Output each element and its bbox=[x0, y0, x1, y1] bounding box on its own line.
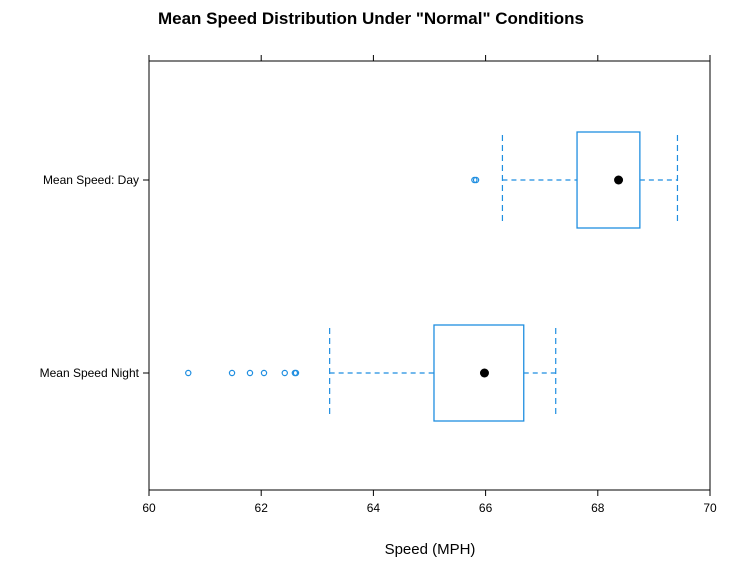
iqr-box bbox=[433, 324, 525, 422]
box-series bbox=[185, 131, 679, 422]
box-group bbox=[471, 131, 679, 229]
median-point bbox=[479, 368, 489, 378]
category-label: Mean Speed: Day bbox=[43, 173, 139, 187]
x-axis-ticks: 60 62 64 66 68 70 bbox=[142, 55, 717, 515]
category-labels: Mean Speed: Day Mean Speed Night bbox=[40, 173, 149, 380]
x-axis-title: Speed (MPH) bbox=[385, 541, 476, 558]
median-point bbox=[614, 175, 624, 185]
outlier-point bbox=[246, 369, 254, 377]
outlier-point bbox=[292, 369, 300, 377]
x-tick-label: 60 bbox=[142, 501, 156, 515]
outlier-point bbox=[281, 369, 288, 377]
x-tick-label: 64 bbox=[367, 501, 381, 515]
outlier-point bbox=[228, 369, 236, 377]
outlier-point bbox=[185, 369, 192, 377]
plot-frame bbox=[148, 60, 711, 491]
chart-title: Mean Speed Distribution Under "Normal" C… bbox=[158, 9, 584, 28]
x-tick-label: 68 bbox=[591, 501, 605, 515]
x-tick-label: 70 bbox=[703, 501, 717, 515]
x-tick-label: 66 bbox=[479, 501, 493, 515]
x-tick-label: 62 bbox=[255, 501, 269, 515]
box-group bbox=[185, 324, 557, 422]
outlier-point bbox=[472, 176, 480, 184]
outlier-point bbox=[260, 369, 268, 377]
iqr-box bbox=[576, 131, 641, 229]
category-label: Mean Speed Night bbox=[40, 366, 140, 380]
